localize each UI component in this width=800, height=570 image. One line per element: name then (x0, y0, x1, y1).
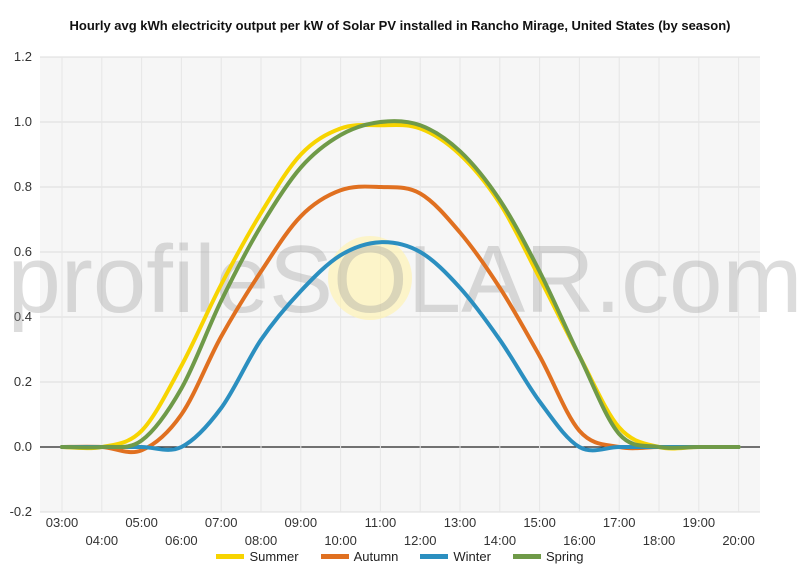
legend-item-autumn: Autumn (320, 549, 399, 564)
x-tick-label: 14:00 (484, 533, 517, 548)
y-tick-label: 0.2 (14, 374, 32, 389)
legend-item-winter: Winter (420, 549, 491, 564)
y-tick-label: 0.4 (14, 309, 32, 324)
x-tick-label: 07:00 (205, 515, 238, 530)
x-tick-label: 09:00 (285, 515, 318, 530)
x-tick-label: 18:00 (643, 533, 676, 548)
chart-title: Hourly avg kWh electricity output per kW… (69, 18, 731, 33)
x-tick-label: 17:00 (603, 515, 636, 530)
y-tick-label: 1.2 (14, 49, 32, 64)
series-line-summer (60, 123, 741, 451)
legend-swatch (512, 554, 541, 559)
legend-item-summer: Summer (216, 549, 299, 564)
x-tick-label: 10:00 (324, 533, 357, 548)
y-tick-label: 0.8 (14, 179, 32, 194)
legend-label: Spring (545, 549, 584, 564)
x-tick-label: 20:00 (722, 533, 755, 548)
legend-item-spring: Spring (512, 549, 584, 564)
legend-label: Winter (453, 549, 491, 564)
legend-swatch (216, 554, 245, 559)
y-tick-label: 0.6 (14, 244, 32, 259)
x-tick-label: 16:00 (563, 533, 596, 548)
series-line-winter (60, 240, 741, 453)
x-tick-label: 03:00 (46, 515, 79, 530)
x-tick-label: 11:00 (365, 515, 397, 530)
legend-label: Summer (249, 549, 299, 564)
x-tick-label: 08:00 (245, 533, 278, 548)
x-tick-label: 19:00 (683, 515, 716, 530)
legend-label: Autumn (353, 549, 399, 564)
chart-legend: Summer Autumn Winter Spring (0, 549, 800, 564)
x-tick-label: 12:00 (404, 533, 437, 548)
x-tick-label: 04:00 (86, 533, 119, 548)
x-tick-label: 13:00 (444, 515, 477, 530)
series-line-spring (60, 119, 741, 450)
x-tick-label: 15:00 (523, 515, 556, 530)
watermark-sun (328, 236, 412, 320)
x-tick-label: 06:00 (165, 533, 198, 548)
y-tick-label: -0.2 (10, 504, 32, 519)
y-tick-label: 0.0 (14, 439, 32, 454)
x-tick-label: 05:00 (125, 515, 158, 530)
watermark-text: profileSOLAR.com (8, 226, 800, 333)
legend-swatch (320, 554, 349, 559)
legend-swatch (420, 554, 449, 559)
y-tick-label: 1.0 (14, 114, 32, 129)
